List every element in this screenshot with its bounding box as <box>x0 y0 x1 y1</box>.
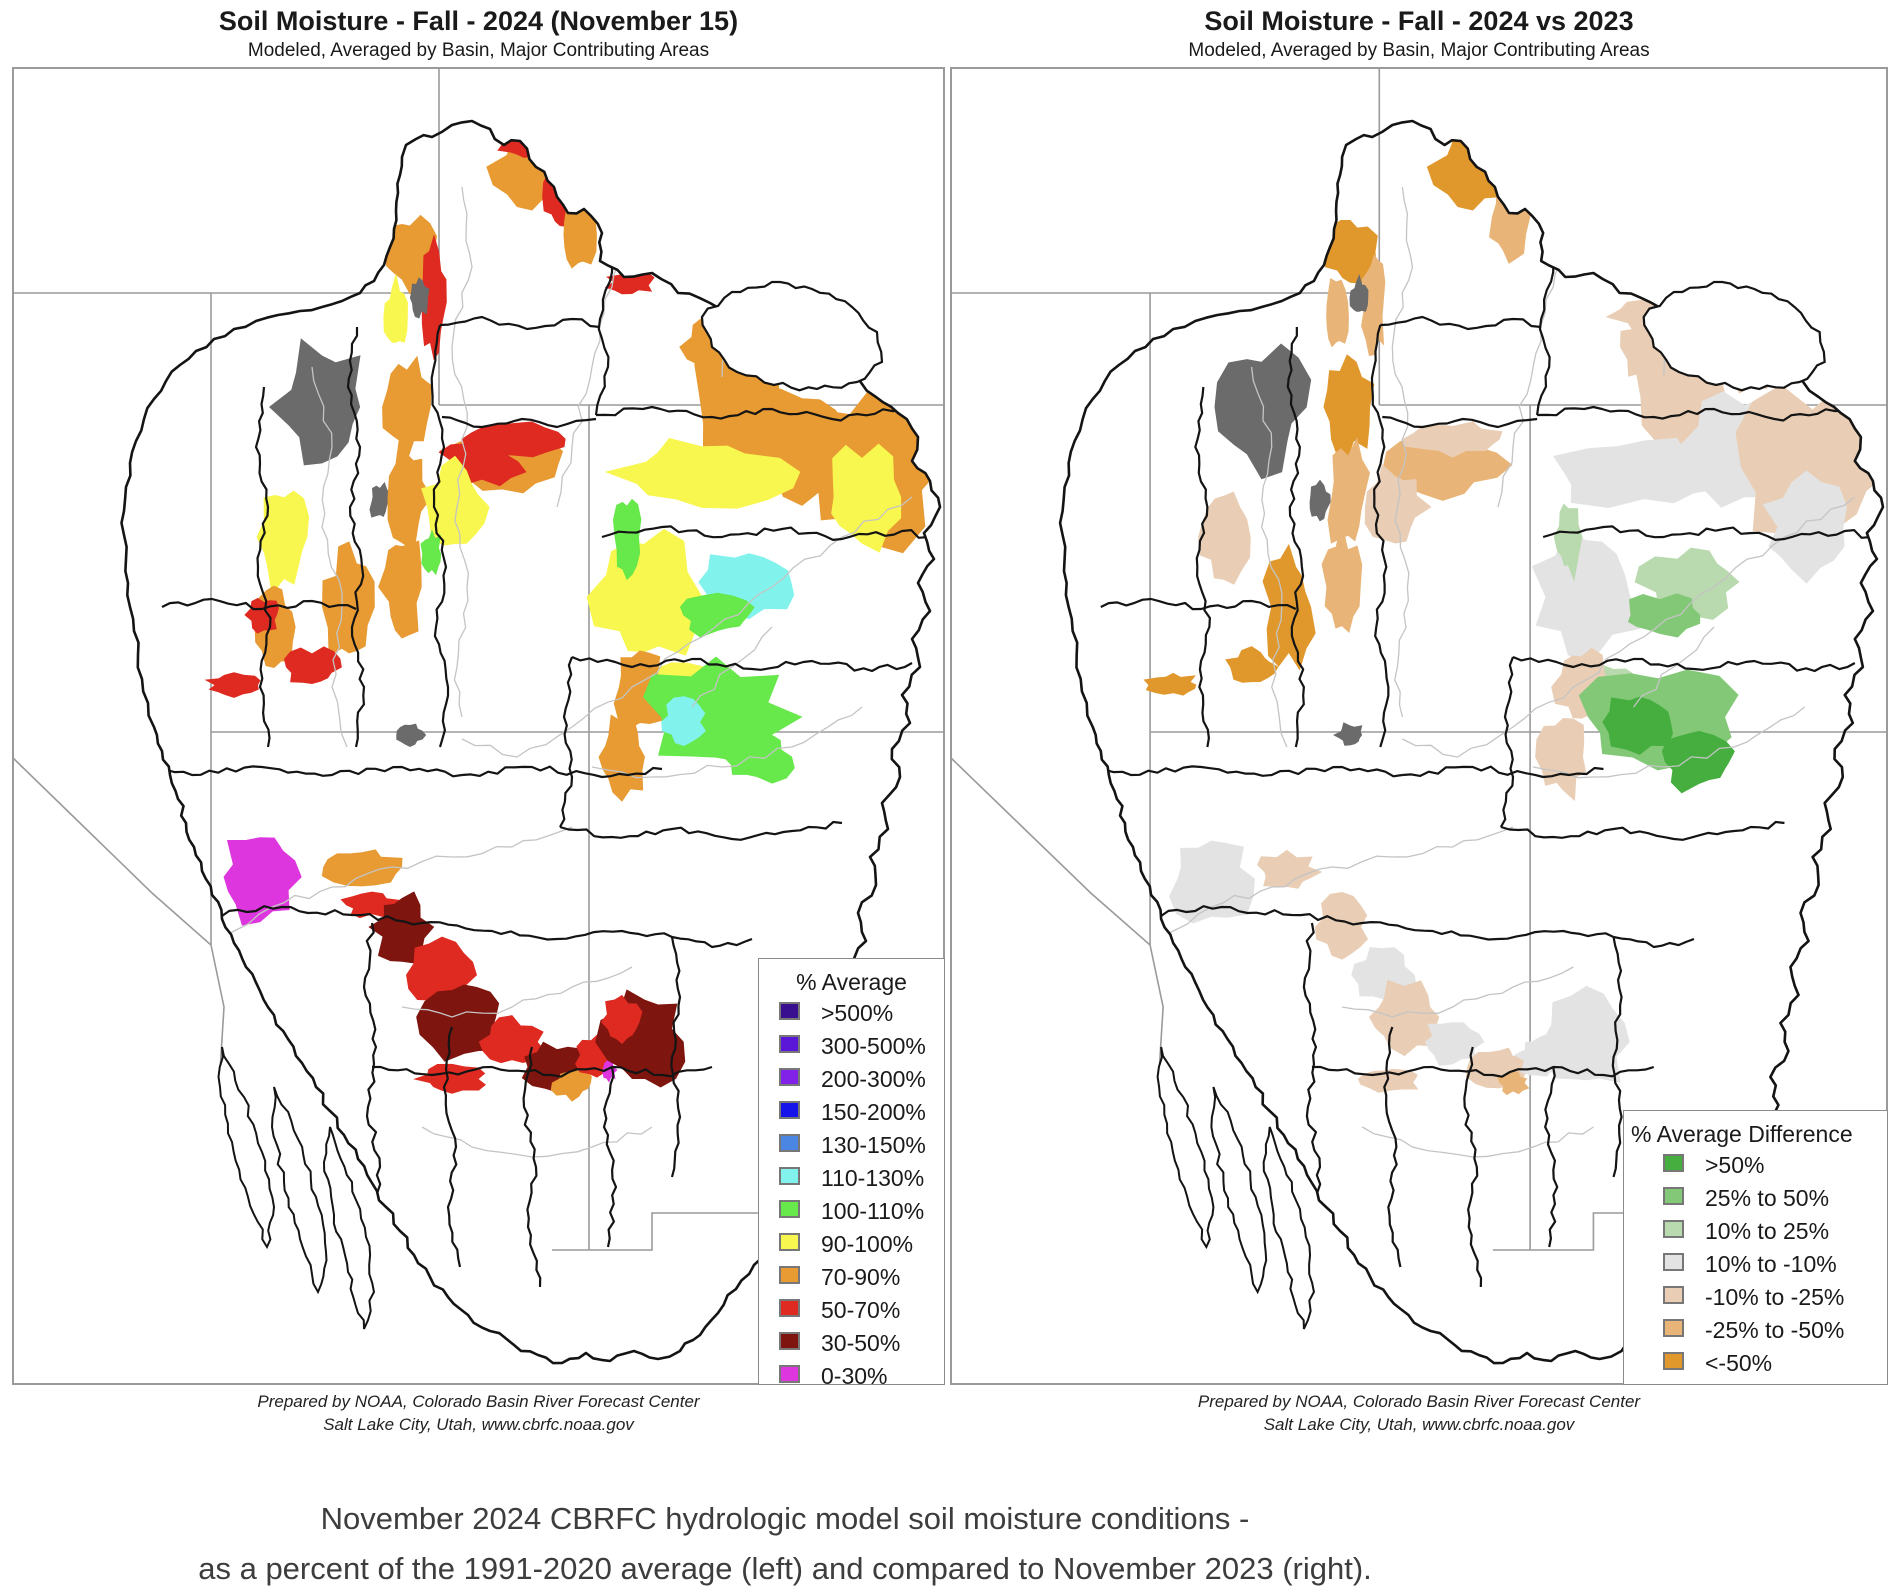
soil-moisture-patches <box>1143 121 1883 1096</box>
finger-basin <box>322 1126 376 1330</box>
legend-swatch <box>779 1101 800 1119</box>
legend-label: 300-500% <box>821 1033 926 1059</box>
figure-caption-line1: November 2024 CBRFC hydrologic model soi… <box>320 1501 1250 1536</box>
legend-label: >500% <box>821 1000 894 1026</box>
right-credit-line2: Salt Lake City, Utah, www.cbrfc.noaa.gov <box>1263 1415 1575 1434</box>
legend-label: 200-300% <box>821 1066 926 1092</box>
legend-item: 100-110% <box>759 1194 944 1227</box>
map-frame <box>950 67 1888 1385</box>
legend-label: 130-150% <box>821 1132 926 1158</box>
finger-basin <box>270 1086 328 1295</box>
legend-swatch <box>779 1299 800 1317</box>
legend-swatch <box>1663 1220 1684 1238</box>
closed-basin <box>700 280 884 392</box>
legend-swatch <box>779 1134 800 1152</box>
legend-swatch <box>779 1266 800 1284</box>
legend-swatch <box>779 1167 800 1185</box>
legend-item: 150-200% <box>759 1095 944 1128</box>
legend-swatch <box>779 1068 800 1086</box>
finger-basin <box>1210 1086 1268 1295</box>
legend-swatch <box>779 1200 800 1218</box>
legend-swatch <box>1663 1253 1684 1271</box>
finger-basin <box>217 1046 276 1250</box>
left-map-subtitle: Modeled, Averaged by Basin, Major Contri… <box>247 40 710 61</box>
legend-label: 90-100% <box>821 1231 914 1257</box>
legend-item: 110-130% <box>759 1161 944 1194</box>
legend-item: 10% to -10% <box>1624 1247 1887 1280</box>
finger-basin <box>1262 1126 1315 1330</box>
figure-caption-line2: as a percent of the 1991-2020 average (l… <box>198 1551 1372 1586</box>
legend-item: 25% to 50% <box>1624 1181 1887 1214</box>
legend-swatch <box>779 1002 800 1020</box>
right-map-panel: % Average Difference >50% 25% to 50% 10% t… <box>950 67 1888 1385</box>
left-map-legend: % Average >500% 300-500% 200-300% 150-200% 1… <box>758 958 945 1389</box>
legend-item: -25% to -50% <box>1624 1313 1887 1346</box>
legend-item: 200-300% <box>759 1062 944 1095</box>
right-map-subtitle: Modeled, Averaged by Basin, Major Contri… <box>1188 40 1650 61</box>
figure-caption: November 2024 CBRFC hydrologic model soi… <box>0 1494 1570 1594</box>
closed-basin <box>1642 280 1826 392</box>
legend-item: 70-90% <box>759 1260 944 1293</box>
legend-label: 25% to 50% <box>1705 1185 1830 1211</box>
left-map-panel: % Average >500% 300-500% 200-300% 150-200% 1… <box>12 67 945 1389</box>
legend-item: 30-50% <box>759 1326 944 1359</box>
left-legend-title: % Average <box>796 969 907 995</box>
right-credit-line1: Prepared by NOAA, Colorado Basin River F… <box>1197 1392 1641 1411</box>
left-map-title: Soil Moisture - Fall - 2024 (November 15… <box>218 6 739 36</box>
legend-item: <-50% <box>1624 1346 1887 1379</box>
right-map-title: Soil Moisture - Fall - 2024 vs 2023 <box>1204 6 1634 36</box>
right-legend-title: % Average Difference <box>1631 1121 1853 1147</box>
legend-item: 0-30% <box>759 1359 944 1392</box>
legend-item: -10% to -25% <box>1624 1280 1887 1313</box>
legend-label: 100-110% <box>821 1198 925 1224</box>
right-map-legend: % Average Difference >50% 25% to 50% 10% t… <box>1623 1110 1888 1385</box>
right-map-credit: Prepared by NOAA, Colorado Basin River F… <box>950 1390 1888 1436</box>
right-map-canvas <box>950 67 1888 1385</box>
legend-label: -10% to -25% <box>1705 1284 1845 1310</box>
legend-item: 300-500% <box>759 1029 944 1062</box>
right-legend-items: >50% 25% to 50% 10% to 25% 10% to -10% -10% … <box>1624 1148 1887 1379</box>
legend-swatch <box>779 1365 800 1383</box>
legend-label: 50-70% <box>821 1297 901 1323</box>
finger-basin <box>1156 1046 1215 1250</box>
legend-swatch <box>1663 1319 1684 1337</box>
legend-swatch <box>779 1035 800 1053</box>
left-credit-line2: Salt Lake City, Utah, www.cbrfc.noaa.gov <box>323 1415 634 1434</box>
left-map-credit: Prepared by NOAA, Colorado Basin River F… <box>12 1390 945 1436</box>
legend-label: <-50% <box>1705 1350 1773 1376</box>
left-map-canvas <box>12 67 945 1385</box>
left-legend-items: >500% 300-500% 200-300% 150-200% 130-150% 110… <box>759 996 944 1392</box>
legend-label: 150-200% <box>821 1099 926 1125</box>
legend-label: >50% <box>1705 1152 1765 1178</box>
left-credit-line1: Prepared by NOAA, Colorado Basin River F… <box>257 1392 700 1411</box>
soil-moisture-patches <box>204 121 940 1102</box>
legend-label: 10% to 25% <box>1705 1218 1830 1244</box>
legend-label: -25% to -50% <box>1705 1317 1845 1343</box>
legend-swatch <box>1663 1154 1684 1172</box>
legend-swatch <box>1663 1352 1684 1370</box>
legend-label: 70-90% <box>821 1264 901 1290</box>
sub-basin-boundaries <box>121 226 929 1288</box>
legend-item: 50-70% <box>759 1293 944 1326</box>
legend-swatch <box>1663 1187 1684 1205</box>
legend-item: 90-100% <box>759 1227 944 1260</box>
legend-item: 10% to 25% <box>1624 1214 1887 1247</box>
legend-label: 110-130% <box>821 1165 925 1191</box>
state-borders <box>950 67 1888 1251</box>
sub-basin-boundaries <box>1060 226 1872 1288</box>
legend-item: >500% <box>759 996 944 1029</box>
state-borders <box>12 67 945 1251</box>
legend-swatch <box>1663 1286 1684 1304</box>
legend-item: >50% <box>1624 1148 1887 1181</box>
map-frame <box>12 67 945 1385</box>
legend-item: 130-150% <box>759 1128 944 1161</box>
legend-label: 10% to -10% <box>1705 1251 1837 1277</box>
legend-label: 30-50% <box>821 1330 901 1356</box>
legend-swatch <box>779 1332 800 1350</box>
legend-label: 0-30% <box>821 1363 888 1389</box>
legend-swatch <box>779 1233 800 1251</box>
